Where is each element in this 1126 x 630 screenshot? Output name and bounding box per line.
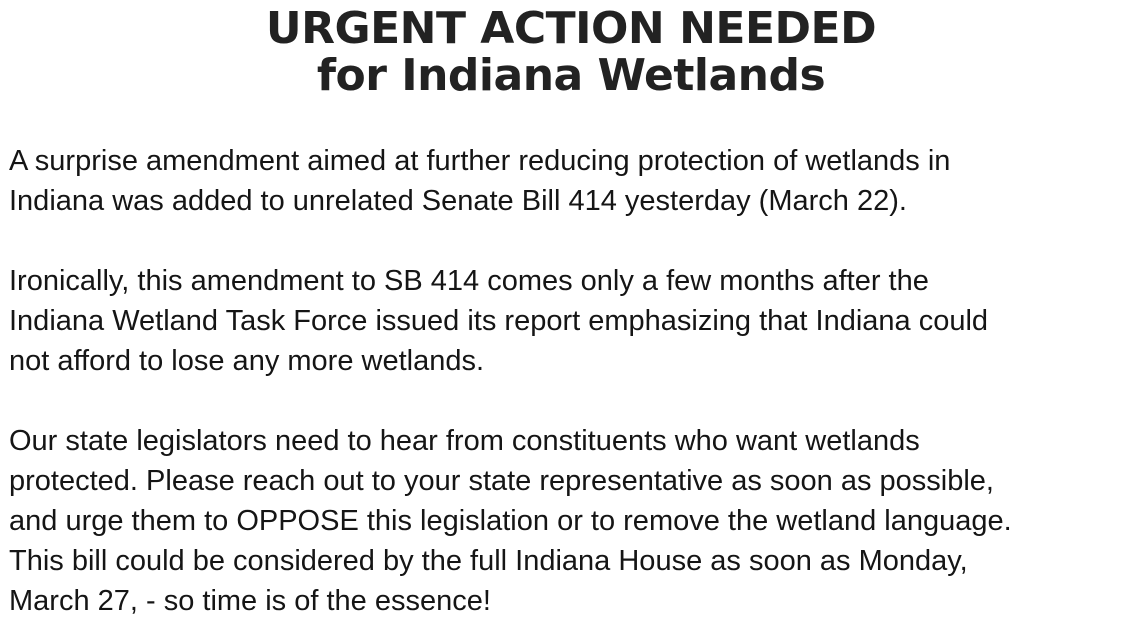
- text-line: and urge them to OPPOSE this legislation…: [9, 505, 1012, 537]
- paragraph-task-force: Ironically, this amendment to SB 414 com…: [9, 261, 1119, 381]
- text-line: protected. Please reach out to your stat…: [9, 465, 994, 497]
- title-line-1: URGENT ACTION NEEDED: [265, 3, 877, 54]
- text-line: This bill could be considered by the ful…: [9, 545, 968, 577]
- page-title: URGENT ACTION NEEDED for Indiana Wetland…: [0, 5, 1126, 99]
- text-line: Indiana Wetland Task Force issued its re…: [9, 305, 989, 337]
- article-body: A surprise amendment aimed at further re…: [9, 141, 1119, 621]
- title-line-2: for Indiana Wetlands: [316, 50, 826, 101]
- paragraph-amendment: A surprise amendment aimed at further re…: [9, 141, 1119, 221]
- text-line: A surprise amendment aimed at further re…: [9, 145, 951, 177]
- text-line: March 27, - so time is of the essence!: [9, 585, 491, 617]
- text-line: Our state legislators need to hear from …: [9, 425, 920, 457]
- text-line: Ironically, this amendment to SB 414 com…: [9, 265, 929, 297]
- text-line: Indiana was added to unrelated Senate Bi…: [9, 185, 907, 217]
- text-line: not afford to lose any more wetlands.: [9, 345, 485, 377]
- paragraph-call-to-action: Our state legislators need to hear from …: [9, 421, 1119, 621]
